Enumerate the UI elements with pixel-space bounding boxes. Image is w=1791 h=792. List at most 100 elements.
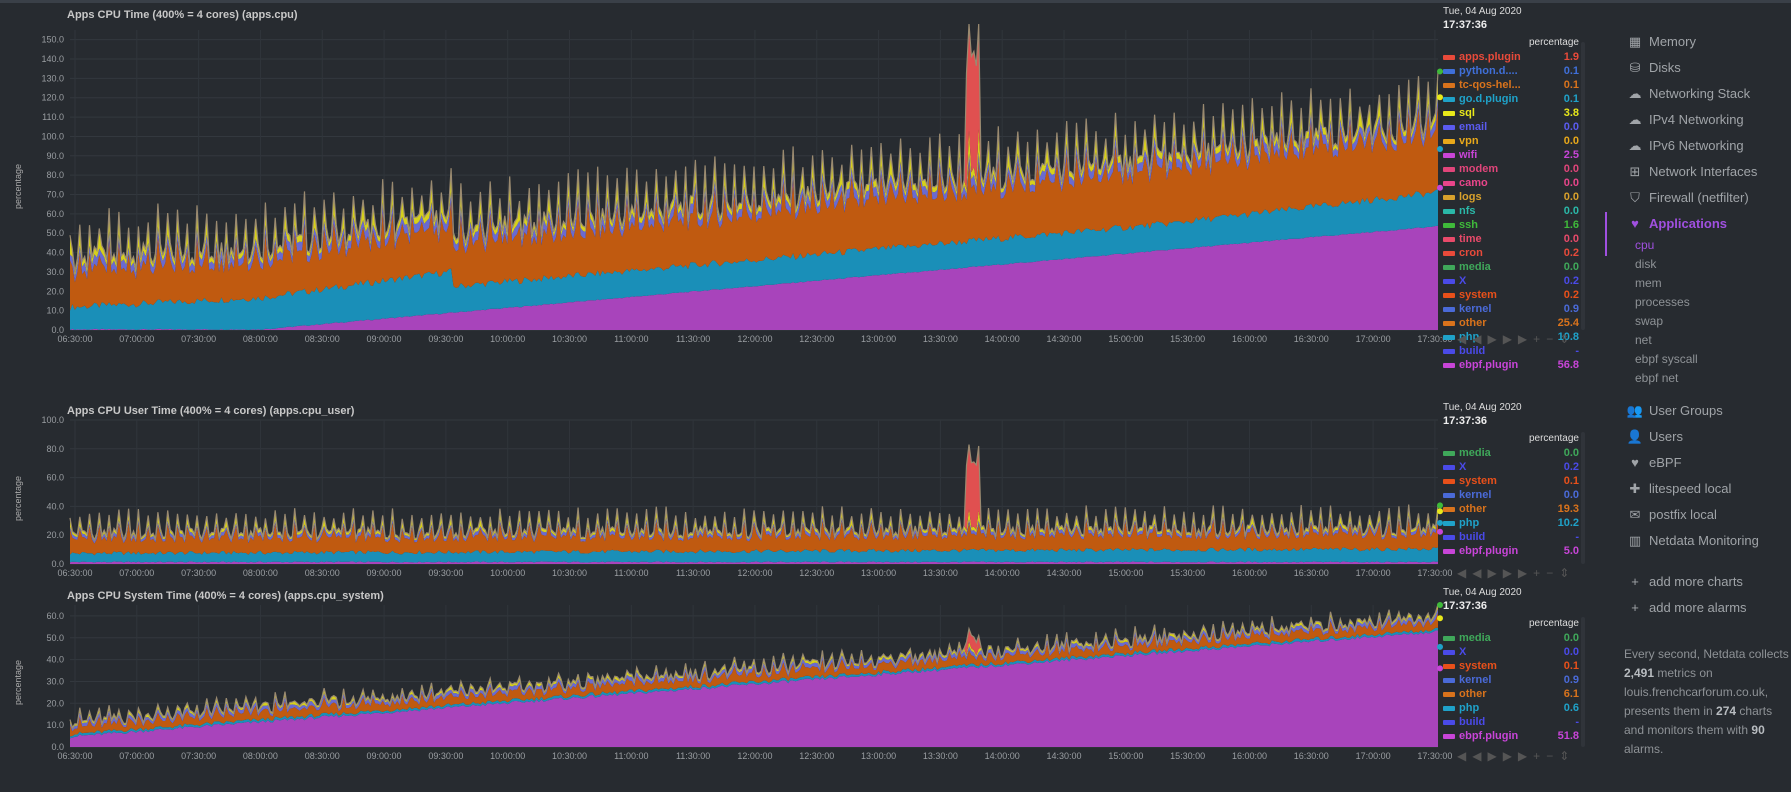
sidebar-item-user-groups[interactable]: 👥 User Groups	[1627, 403, 1723, 419]
legend-item[interactable]: system 0.1	[1443, 474, 1579, 488]
legend-item[interactable]: media 0.0	[1443, 260, 1579, 274]
sidebar-subitem-mem[interactable]: mem	[1635, 276, 1662, 290]
legend-item[interactable]: media 0.0	[1443, 446, 1579, 460]
chart-toolbar[interactable]: ◀◀▶▶▶+−⇕	[1457, 566, 1575, 580]
pan-right-icon[interactable]: ▶▶	[1502, 332, 1534, 346]
legend-item[interactable]: other 25.4	[1443, 316, 1579, 330]
legend-item[interactable]: ebpf.plugin 5.0	[1443, 544, 1579, 558]
zoom-in-icon[interactable]: +	[1533, 749, 1547, 763]
legend-item[interactable]: cron 0.2	[1443, 246, 1579, 260]
legend-item[interactable]: sql 3.8	[1443, 106, 1579, 120]
legend-item[interactable]: X 0.2	[1443, 274, 1579, 288]
legend-item[interactable]: vpn 0.0	[1443, 134, 1579, 148]
legend-item[interactable]: python.d.... 0.1	[1443, 64, 1579, 78]
pan-left-icon[interactable]: ◀◀	[1457, 332, 1488, 346]
legend-item[interactable]: system 0.1	[1443, 659, 1579, 673]
zoom-in-icon[interactable]: +	[1533, 332, 1547, 346]
legend-item[interactable]: media 0.0	[1443, 631, 1579, 645]
sidebar-subitem-swap[interactable]: swap	[1635, 314, 1664, 328]
legend-item[interactable]: php 0.6	[1443, 701, 1579, 715]
sidebar-subitem-processes[interactable]: processes	[1635, 295, 1690, 309]
area-band-other	[70, 104, 1438, 311]
legend-item[interactable]: tc-qos-hel... 0.1	[1443, 78, 1579, 92]
x-tick-label: 17:30:00	[1417, 751, 1452, 761]
legend-item[interactable]: ebpf.plugin 51.8	[1443, 729, 1579, 743]
sidebar-subitem-net[interactable]: net	[1635, 333, 1652, 347]
add-more-charts-button[interactable]: + add more charts	[1628, 574, 1743, 589]
chart-plot[interactable]: 0.0 10.0 20.0 30.0 40.0 50.0 60.0 70.0 80.0 90.0 1…	[0, 23, 1460, 352]
legend-item[interactable]: php 10.8	[1443, 330, 1579, 344]
sidebar-subitem-ebpf-syscall[interactable]: ebpf syscall	[1635, 352, 1698, 366]
legend-scrollbar[interactable]	[1581, 42, 1585, 330]
legend-item[interactable]: X 0.2	[1443, 460, 1579, 474]
legend-item[interactable]: wifi 2.5	[1443, 148, 1579, 162]
legend-item[interactable]: camo 0.0	[1443, 176, 1579, 190]
legend-item[interactable]: kernel 0.9	[1443, 302, 1579, 316]
chart-2[interactable]: Apps CPU System Time (400% = 4 cores) (a…	[0, 587, 1600, 771]
chart-plot[interactable]: 0.0 20.0 40.0 60.0 80.0 100.0 06:30:00 07:00:00…	[0, 415, 1460, 586]
zoom-in-icon[interactable]: +	[1533, 566, 1547, 580]
sidebar-subitem-ebpf-net[interactable]: ebpf net	[1635, 371, 1679, 385]
zoom-out-icon[interactable]: −	[1546, 566, 1560, 580]
legend-item[interactable]: modem 0.0	[1443, 162, 1579, 176]
legend-item[interactable]: other 19.3	[1443, 502, 1579, 516]
chart-1[interactable]: Apps CPU User Time (400% = 4 cores) (app…	[0, 402, 1600, 588]
sidebar-item-users[interactable]: 👤 Users	[1627, 429, 1683, 445]
legend-item[interactable]: other 6.1	[1443, 687, 1579, 701]
chart-0[interactable]: Apps CPU Time (400% = 4 cores) (apps.cpu…	[0, 6, 1600, 354]
pan-right-icon[interactable]: ▶▶	[1502, 749, 1534, 763]
x-tick-label: 13:00:00	[861, 334, 896, 344]
chart-toolbar[interactable]: ◀◀▶▶▶+−⇕	[1457, 749, 1575, 763]
y-tick-label: 100.0	[41, 415, 64, 425]
legend-item[interactable]: build -	[1443, 344, 1579, 358]
legend-item[interactable]: build -	[1443, 715, 1579, 729]
sidebar-subitem-cpu[interactable]: cpu	[1635, 238, 1655, 252]
pan-left-icon[interactable]: ◀◀	[1457, 749, 1488, 763]
play-icon[interactable]: ▶	[1487, 749, 1503, 763]
chart-toolbar[interactable]: ◀◀▶▶▶+−⇕	[1457, 332, 1575, 346]
legend-item[interactable]: kernel 0.9	[1443, 673, 1579, 687]
legend-scrollbar[interactable]	[1581, 432, 1585, 564]
legend-item[interactable]: php 10.2	[1443, 516, 1579, 530]
sidebar-item-litespeed-local[interactable]: ✚ litespeed local	[1628, 481, 1732, 497]
legend-item[interactable]: apps.plugin 1.9	[1443, 50, 1579, 64]
sidebar-item-memory[interactable]: ▦ Memory	[1628, 34, 1696, 50]
sidebar-item-networking-stack[interactable]: ☁ Networking Stack	[1628, 86, 1751, 102]
legend-swatch	[1443, 278, 1455, 284]
legend-item[interactable]: ssh 1.6	[1443, 218, 1579, 232]
legend-series-value: 2.5	[1563, 149, 1579, 161]
sidebar-item-ipv6-networking[interactable]: ☁ IPv6 Networking	[1628, 138, 1744, 154]
resize-icon[interactable]: ⇕	[1559, 332, 1576, 346]
zoom-out-icon[interactable]: −	[1546, 332, 1560, 346]
y-tick-label: 130.0	[41, 73, 64, 83]
resize-icon[interactable]: ⇕	[1559, 749, 1576, 763]
sidebar-item-ipv4-networking[interactable]: ☁ IPv4 Networking	[1628, 112, 1744, 128]
legend-item[interactable]: nfs 0.0	[1443, 204, 1579, 218]
sidebar-item-ebpf[interactable]: ♥ eBPF	[1628, 455, 1681, 470]
legend-item[interactable]: email 0.0	[1443, 120, 1579, 134]
resize-icon[interactable]: ⇕	[1559, 566, 1576, 580]
sidebar-item-network-interfaces[interactable]: ⊞ Network Interfaces	[1628, 164, 1758, 180]
sidebar-item-applications[interactable]: ♥ Applications	[1628, 216, 1727, 231]
sidebar-item-postfix-local[interactable]: ✉ postfix local	[1628, 507, 1717, 523]
sidebar-item-disks[interactable]: ⛁ Disks	[1628, 60, 1681, 76]
legend-item[interactable]: ebpf.plugin 56.8	[1443, 358, 1579, 372]
play-icon[interactable]: ▶	[1487, 566, 1503, 580]
legend-item[interactable]: build -	[1443, 530, 1579, 544]
sidebar-subitem-disk[interactable]: disk	[1635, 257, 1657, 271]
legend-scrollbar[interactable]	[1581, 617, 1585, 747]
legend-item[interactable]: logs 0.0	[1443, 190, 1579, 204]
zoom-out-icon[interactable]: −	[1546, 749, 1560, 763]
sidebar-item-netdata-monitoring[interactable]: ▥ Netdata Monitoring	[1628, 533, 1759, 549]
add-more-alarms-button[interactable]: + add more alarms	[1628, 600, 1746, 615]
chart-plot[interactable]: 0.0 10.0 20.0 30.0 40.0 50.0 60.0 06:30:00 07:00…	[0, 602, 1460, 769]
legend-item[interactable]: kernel 0.0	[1443, 488, 1579, 502]
legend-item[interactable]: system 0.2	[1443, 288, 1579, 302]
legend-item[interactable]: time 0.0	[1443, 232, 1579, 246]
legend-item[interactable]: X 0.0	[1443, 645, 1579, 659]
pan-right-icon[interactable]: ▶▶	[1502, 566, 1534, 580]
play-icon[interactable]: ▶	[1487, 332, 1503, 346]
pan-left-icon[interactable]: ◀◀	[1457, 566, 1488, 580]
sidebar-item-firewall-netfilter-[interactable]: ⛉ Firewall (netfilter)	[1628, 190, 1749, 206]
legend-item[interactable]: go.d.plugin 0.1	[1443, 92, 1579, 106]
